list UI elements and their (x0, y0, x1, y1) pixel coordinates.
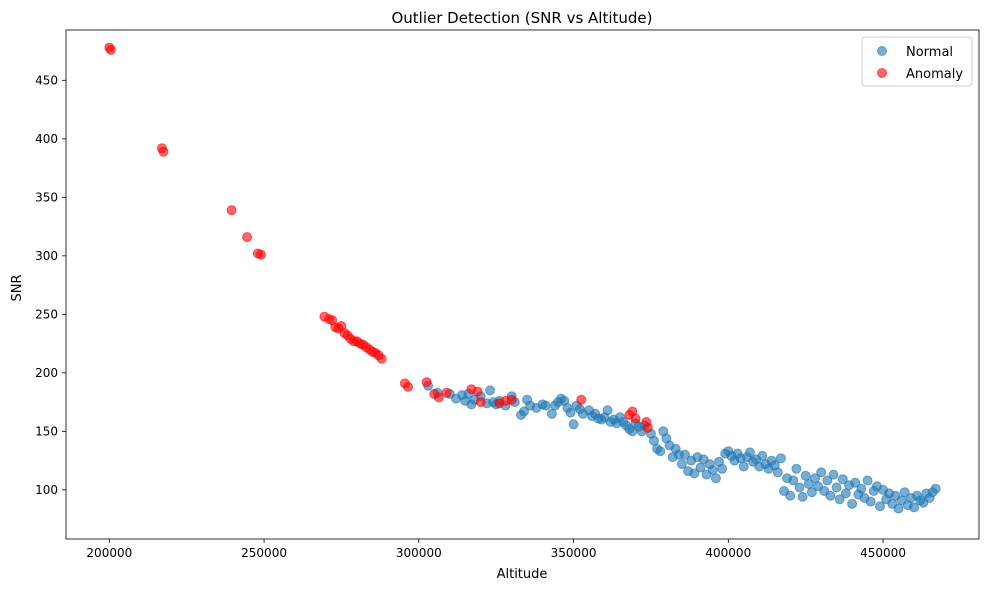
point-normal (738, 461, 749, 472)
y-tick-label: 350 (35, 190, 58, 204)
legend-marker-anomaly (877, 68, 887, 78)
y-axis-label: SNR (10, 274, 25, 301)
point-anomaly (630, 413, 641, 424)
point-normal (676, 459, 687, 470)
point-normal (828, 469, 839, 480)
point-normal (930, 483, 941, 494)
point-normal (788, 475, 799, 486)
point-normal (893, 503, 904, 514)
point-anomaly (403, 381, 413, 392)
legend: Normal Anomaly (861, 36, 973, 87)
point-normal (546, 408, 557, 419)
point-normal (847, 498, 858, 509)
y-tick-label: 400 (35, 132, 58, 146)
legend-label-anomaly: Anomaly (906, 67, 963, 82)
y-tick-label: 300 (35, 249, 58, 263)
x-tick-label: 450000 (860, 546, 906, 560)
point-normal (680, 449, 690, 460)
point-normal (797, 491, 808, 502)
point-normal (800, 470, 811, 481)
point-normal (565, 407, 576, 418)
point-normal (707, 465, 718, 475)
point-normal (837, 474, 848, 485)
point-normal (825, 490, 836, 501)
point-anomaly (105, 44, 116, 55)
point-normal (655, 446, 666, 457)
point-normal (831, 482, 842, 493)
point-anomaly (226, 205, 237, 216)
point-anomaly (421, 377, 432, 388)
point-normal (840, 488, 851, 499)
point-normal (772, 467, 783, 478)
point-normal (689, 468, 700, 479)
y-tick-label: 150 (35, 424, 58, 438)
plot-frame (65, 29, 980, 540)
point-anomaly (506, 394, 517, 405)
legend-label-normal: Normal (906, 45, 953, 60)
point-anomaly (642, 422, 653, 433)
point-normal (745, 447, 755, 458)
point-anomaly (433, 392, 444, 403)
point-anomaly (441, 387, 452, 398)
point-normal (850, 477, 861, 488)
y-tick-label: 250 (35, 307, 58, 321)
point-normal (865, 496, 876, 507)
point-normal (519, 406, 529, 417)
legend-box (861, 36, 973, 87)
legend-marker-normal (877, 46, 887, 56)
point-normal (785, 490, 796, 501)
point-normal (875, 501, 885, 512)
x-tick-label: 250000 (241, 546, 287, 560)
point-normal (602, 405, 613, 416)
point-normal (899, 487, 910, 498)
point-anomaly (256, 249, 266, 260)
x-axis-label: Altitude (497, 567, 548, 582)
point-normal (568, 419, 579, 430)
point-normal (710, 473, 721, 484)
chart-title: Outlier Detection (SNR vs Altitude) (391, 9, 652, 27)
point-normal (757, 450, 768, 461)
point-normal (485, 385, 495, 396)
point-normal (794, 482, 805, 493)
point-normal (717, 463, 728, 474)
y-tick-label: 200 (35, 366, 58, 380)
point-normal (909, 502, 919, 513)
x-tick-label: 300000 (396, 546, 442, 560)
y-axis-ticks: 100 150 200 250 300 350 400 450 (35, 73, 66, 497)
point-normal (822, 475, 833, 486)
y-tick-label: 100 (35, 483, 58, 497)
point-anomaly (475, 397, 486, 408)
point-normal (540, 400, 551, 411)
point-normal (806, 487, 817, 498)
plot-area (104, 42, 941, 514)
point-anomaly (158, 146, 169, 157)
y-tick-label: 450 (35, 73, 58, 87)
point-normal (856, 483, 867, 494)
point-normal (649, 435, 659, 446)
point-anomaly (576, 394, 587, 405)
point-normal (775, 453, 786, 464)
point-anomaly (242, 232, 253, 243)
x-tick-label: 350000 (551, 546, 597, 560)
x-tick-label: 200000 (86, 546, 132, 560)
point-normal (862, 475, 873, 486)
x-axis-ticks: 200000 250000 300000 350000 400000 450000 (86, 539, 906, 560)
point-normal (834, 494, 845, 505)
x-tick-label: 400000 (705, 546, 751, 560)
point-normal (816, 467, 827, 478)
point-anomaly (472, 386, 483, 397)
point-anomaly (376, 353, 387, 364)
point-normal (791, 463, 802, 474)
